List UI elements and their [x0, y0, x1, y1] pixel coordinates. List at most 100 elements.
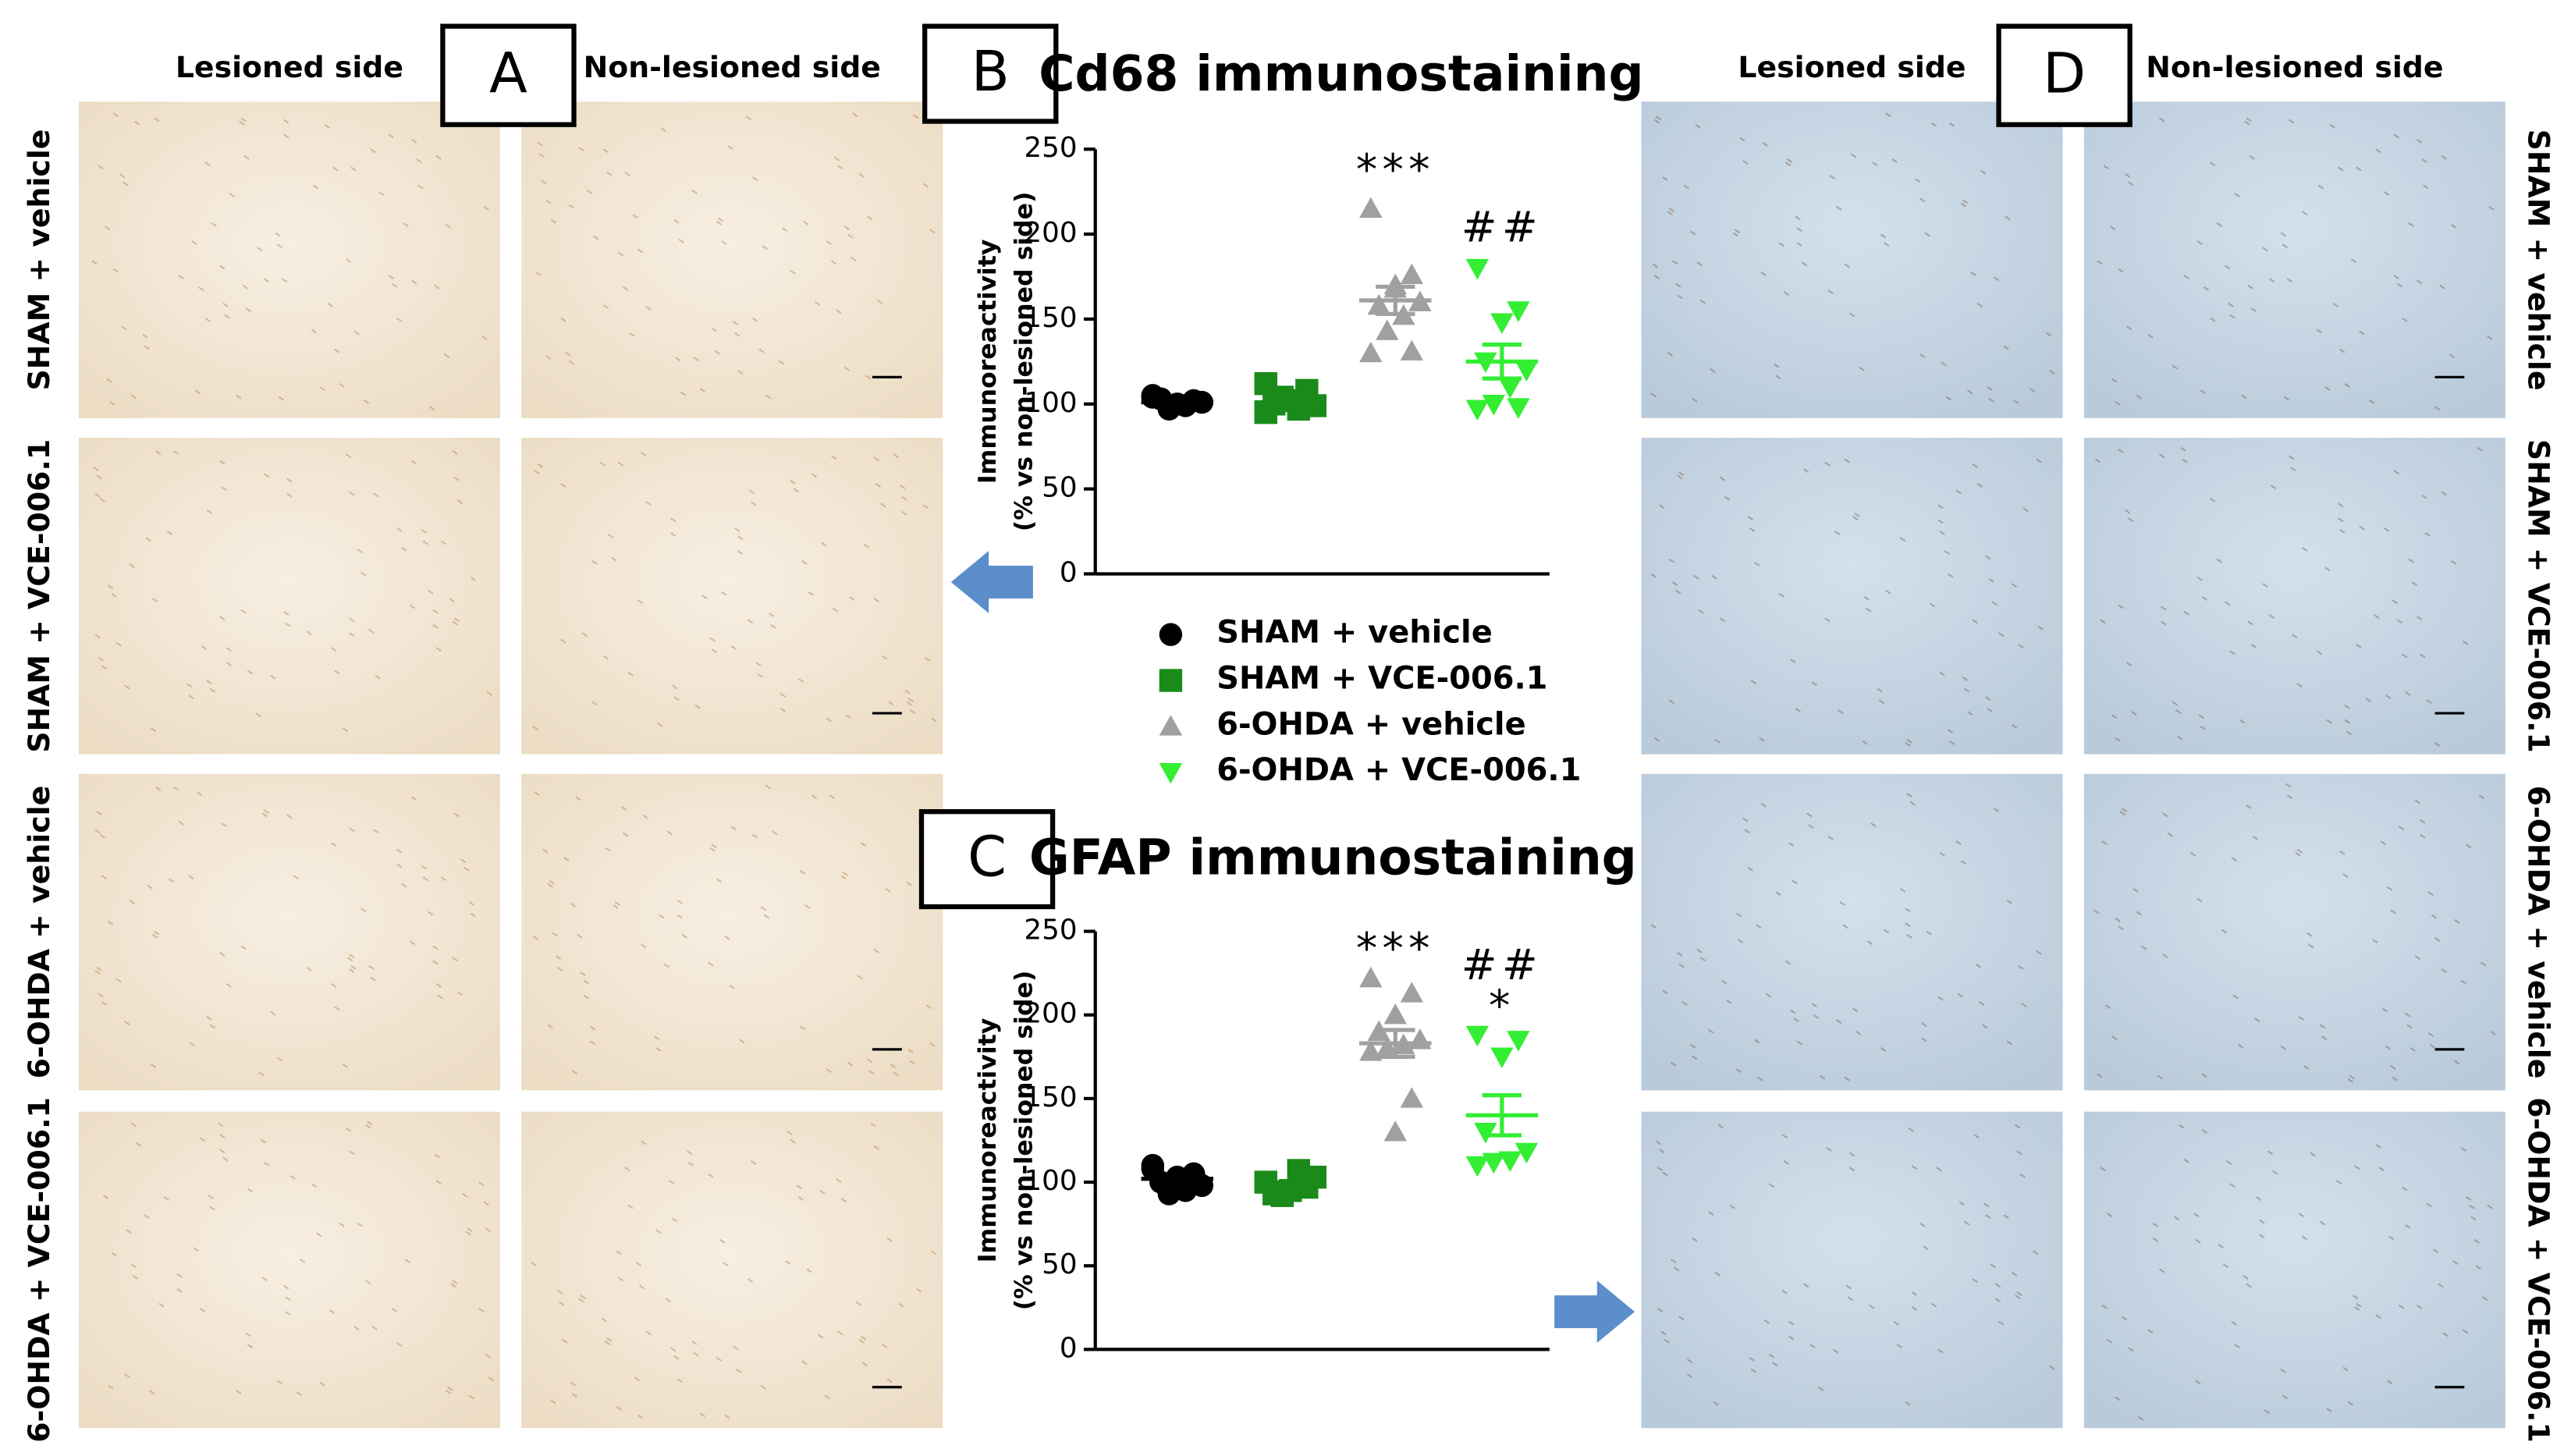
cell	[1657, 1308, 1664, 1312]
cell	[1975, 963, 1982, 968]
cell	[750, 501, 757, 506]
cell	[2416, 138, 2423, 144]
panel-box	[918, 809, 1056, 910]
cell	[1659, 1149, 1665, 1154]
point	[1498, 378, 1522, 399]
cell	[2375, 148, 2381, 154]
cell	[129, 899, 135, 904]
cell	[605, 171, 613, 176]
cell	[2339, 528, 2346, 534]
cell	[886, 1378, 893, 1383]
cell	[760, 1384, 766, 1390]
cell	[1768, 1353, 1775, 1358]
cell	[627, 1204, 634, 1209]
cell	[130, 1263, 137, 1269]
cell	[2255, 1196, 2262, 1202]
cell	[349, 954, 355, 959]
cell	[2231, 1320, 2237, 1326]
cell	[881, 1344, 888, 1349]
cell	[2111, 378, 2118, 383]
cell	[2390, 909, 2396, 914]
row-label: 6-OHDA + VCE-006.1	[2521, 1097, 2555, 1443]
cell	[282, 1284, 289, 1290]
cell	[2246, 804, 2252, 809]
cell	[1937, 504, 1944, 510]
cell	[751, 317, 758, 322]
cell	[858, 172, 865, 178]
arrow	[950, 551, 1033, 613]
cell	[2393, 275, 2399, 280]
cell	[1719, 476, 1726, 481]
cell	[465, 1230, 471, 1236]
cell	[186, 683, 193, 688]
cell	[535, 271, 542, 276]
cell	[843, 366, 850, 371]
cell	[755, 662, 762, 667]
cell	[135, 1142, 142, 1147]
cell	[711, 648, 717, 654]
cell	[2011, 723, 2018, 729]
cell	[2198, 714, 2204, 719]
cell	[1678, 1316, 1685, 1321]
cell	[745, 115, 752, 121]
cell	[1921, 1022, 1927, 1028]
cell	[555, 955, 562, 961]
cell	[1811, 1003, 1817, 1008]
cell	[1983, 1202, 1990, 1208]
cell	[1855, 1030, 1862, 1035]
cell	[2346, 730, 2352, 736]
cell	[617, 1277, 624, 1282]
cell	[637, 1414, 644, 1419]
cell	[194, 389, 201, 395]
cell	[1994, 1298, 2001, 1303]
cell	[723, 1262, 729, 1267]
cell	[801, 1360, 808, 1365]
cell	[2115, 737, 2121, 742]
cell	[1988, 397, 1994, 403]
cell	[686, 1150, 693, 1156]
cell	[2432, 1248, 2439, 1254]
cell	[153, 117, 160, 123]
cell	[2420, 653, 2426, 659]
cell	[219, 460, 225, 465]
cell	[727, 145, 733, 151]
cell	[672, 1217, 678, 1223]
cell	[852, 112, 858, 118]
cell	[829, 794, 836, 800]
cell	[422, 876, 429, 882]
cell	[608, 534, 614, 539]
cell	[758, 348, 765, 353]
cell	[371, 1326, 378, 1331]
cell	[1937, 996, 1944, 1001]
cell	[693, 357, 699, 362]
cell	[2347, 1078, 2354, 1083]
cell	[2353, 1305, 2360, 1311]
cell	[388, 133, 394, 139]
cell	[285, 1311, 291, 1316]
point	[1490, 1047, 1514, 1069]
cell	[2049, 1365, 2055, 1370]
cell	[1753, 1039, 1760, 1044]
cell	[629, 332, 635, 337]
cell	[1714, 738, 1721, 744]
cell	[109, 400, 115, 406]
cell	[368, 964, 375, 970]
cell	[2152, 1222, 2159, 1227]
cell	[196, 791, 203, 797]
cell	[2378, 1167, 2385, 1172]
cell	[1987, 386, 1993, 391]
cell	[1838, 709, 1844, 714]
cell	[818, 1333, 824, 1339]
cell	[1962, 676, 1969, 681]
cell	[711, 843, 717, 849]
cell	[1827, 289, 1834, 295]
cell	[1729, 1204, 1735, 1209]
cell	[2124, 509, 2131, 514]
cell	[1978, 1001, 1985, 1007]
cell	[890, 1063, 896, 1068]
cell	[2218, 1244, 2225, 1249]
cell	[2344, 719, 2350, 724]
cell	[144, 1214, 150, 1220]
cell	[2344, 382, 2350, 388]
cell	[111, 1252, 117, 1257]
